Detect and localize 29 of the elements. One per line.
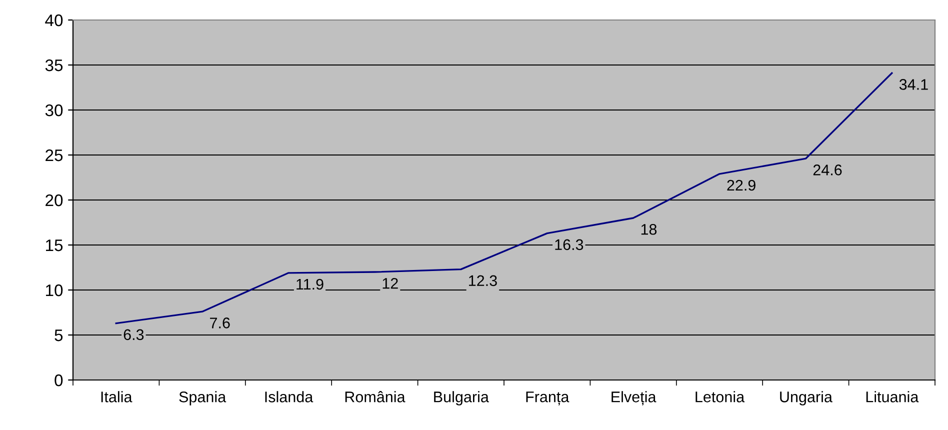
data-label: 12 bbox=[382, 278, 398, 289]
y-tick-label: 25 bbox=[46, 149, 63, 162]
data-label: 24.6 bbox=[813, 164, 842, 176]
y-tick-label: 35 bbox=[45, 59, 63, 72]
data-label: 11.9 bbox=[296, 278, 324, 290]
x-tick-label: Italia bbox=[101, 391, 132, 402]
x-tick-label: Spania bbox=[179, 391, 226, 406]
data-label: 22.9 bbox=[727, 180, 756, 191]
data-label: 12.3 bbox=[469, 275, 497, 286]
x-tick-label: Letonia bbox=[696, 391, 745, 402]
y-tick-label: 30 bbox=[45, 104, 63, 116]
y-tick-label: 20 bbox=[46, 194, 63, 206]
y-tick-label: 5 bbox=[54, 330, 63, 342]
y-tick-label: 0 bbox=[54, 374, 63, 386]
x-tick-label: Ungaria bbox=[780, 391, 832, 406]
data-label: 6.3 bbox=[124, 329, 144, 340]
y-tick-label: 15 bbox=[46, 240, 63, 252]
data-label: 7.6 bbox=[210, 318, 230, 328]
x-tick-label: Bulgaria bbox=[434, 391, 489, 406]
x-tick-label: România bbox=[345, 391, 406, 402]
data-label: 34.1 bbox=[899, 79, 928, 90]
data-label: 16.3 bbox=[555, 239, 584, 250]
y-tick-label: 40 bbox=[45, 14, 63, 26]
x-tick-label: Elveția bbox=[612, 391, 656, 406]
data-label: 18 bbox=[641, 224, 657, 235]
y-tick-label: 10 bbox=[46, 284, 63, 296]
x-tick-label: Franța bbox=[526, 392, 570, 406]
x-tick-label: Islanda bbox=[265, 391, 314, 402]
x-tick-label: Lituania bbox=[866, 391, 919, 402]
